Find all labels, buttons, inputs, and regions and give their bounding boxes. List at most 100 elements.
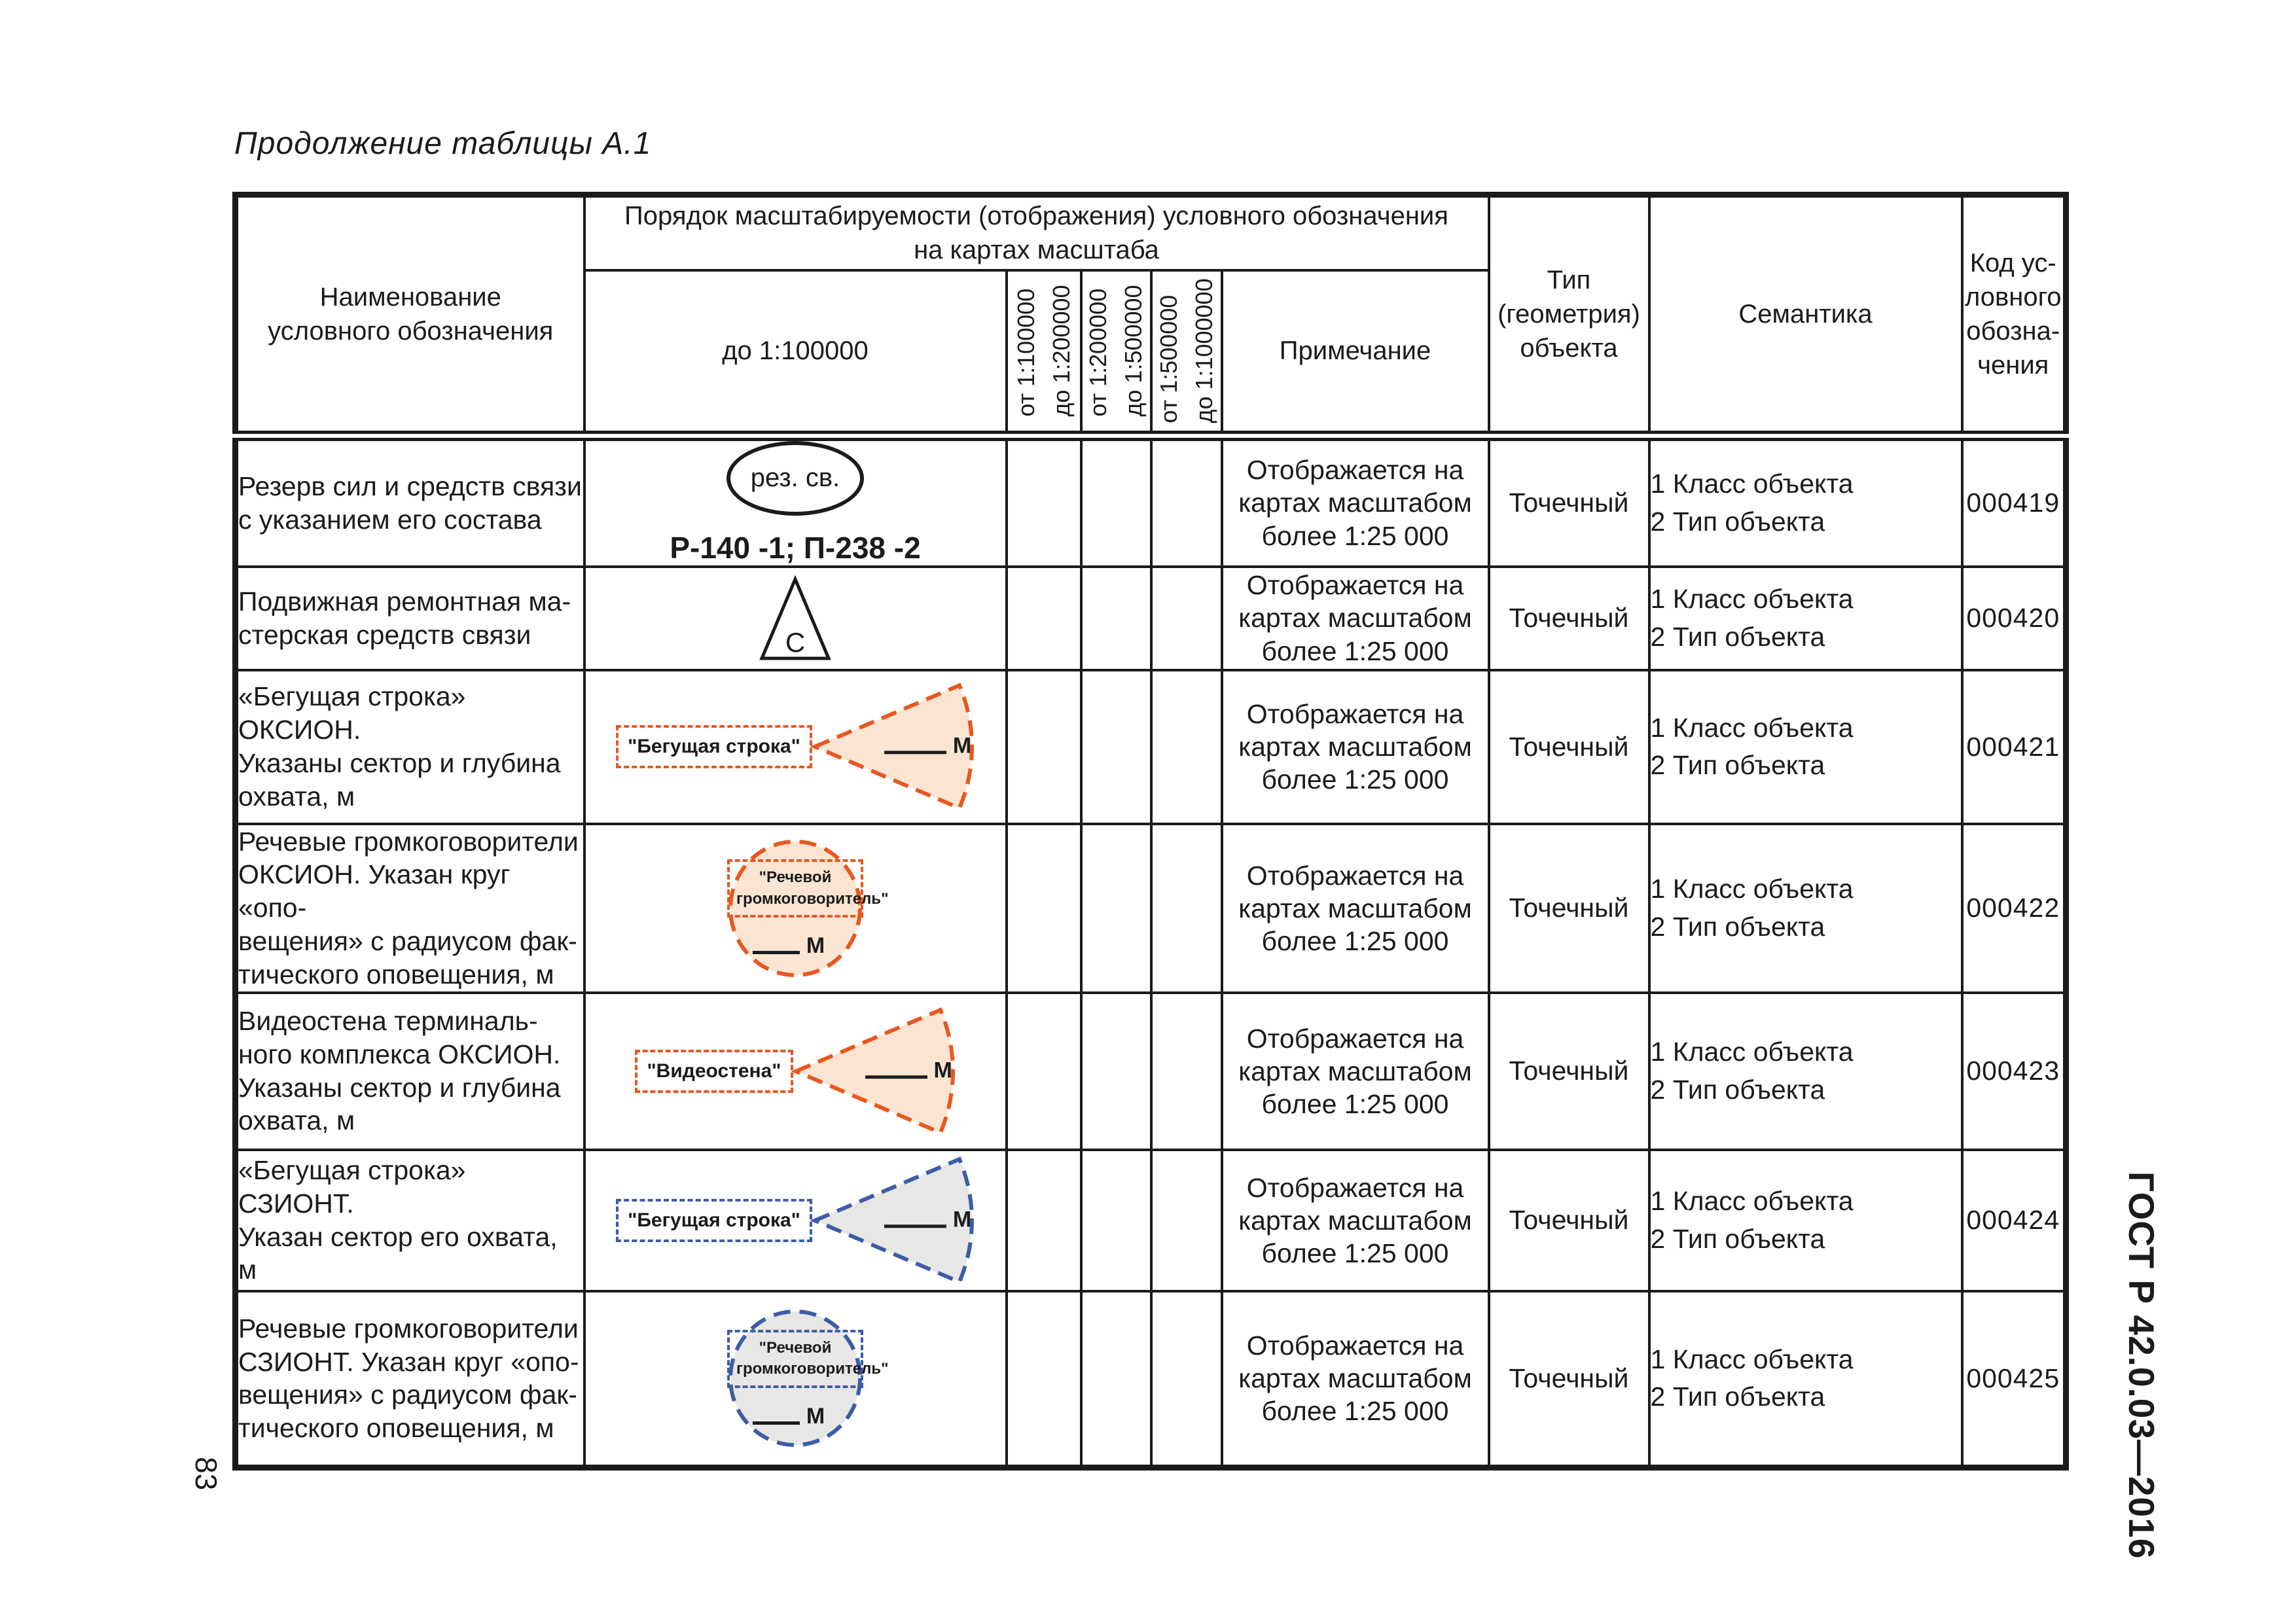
row-semantics: 1 Класс объекта 2 Тип объекта — [1647, 565, 1964, 671]
rotated-scale-label: от 1:500000 до 1:1000000 — [1155, 278, 1217, 423]
row-name: Речевые громкоговорители ОКСИОН. Указан … — [234, 822, 586, 994]
coverage-sector: М — [810, 1155, 975, 1286]
col-header-type: Тип (геометрия) объекта — [1487, 193, 1651, 441]
scale-cell-empty — [1005, 1148, 1083, 1293]
sector-icon — [791, 1007, 955, 1135]
triangle-icon — [759, 575, 831, 660]
table-row: Видеостена терминаль- ного комплекса ОКС… — [234, 991, 2068, 1151]
standard-designation: ГОСТ Р 42.0.03—2016 — [2121, 1171, 2162, 1560]
running-line-oksion-symbol: "Бегущая строка" М — [587, 681, 1004, 812]
row-name: Речевые громкоговорители СЗИОНТ. Указан … — [234, 1289, 586, 1469]
symbol-tag-label: "Речевой громкоговоритель" — [727, 859, 888, 918]
row-symbol-cell: "Видеостена" М — [583, 991, 1008, 1151]
ellipse-label: рез. св. — [750, 463, 840, 492]
scale-cell-empty — [1079, 991, 1153, 1151]
row-type: Точечный — [1487, 822, 1651, 994]
table-row: Резерв сил и средств связи с указанием е… — [234, 434, 2068, 568]
triangle-letter: С — [785, 626, 806, 658]
loudspeaker-sziont-symbol: "Речевой громкоговоритель" М — [727, 1308, 888, 1448]
col-header-scale-upto: до 1:100000 — [583, 268, 1008, 441]
row-code: 000421 — [1960, 668, 2068, 825]
row-name: Резерв сил и средств связи с указанием е… — [234, 434, 586, 568]
scale-cell-empty — [1005, 991, 1083, 1151]
scale-cell-empty — [1005, 565, 1083, 671]
row-type: Точечный — [1487, 565, 1651, 671]
sector-icon — [810, 1156, 974, 1285]
table-row: «Бегущая строка» СЗИОНТ. Указан сектор е… — [234, 1148, 2068, 1293]
row-name: «Бегущая строка» СЗИОНТ. Указан сектор е… — [234, 1148, 586, 1293]
row-semantics: 1 Класс объекта 2 Тип объекта — [1647, 434, 1964, 568]
row-note: Отображается на картах масштабом более 1… — [1220, 822, 1490, 994]
symbol-tag-label: "Бегущая строка" — [616, 725, 812, 768]
row-name: «Бегущая строка» ОКСИОН. Указаны сектор … — [234, 668, 586, 825]
row-code: 000423 — [1960, 991, 2068, 1151]
col-header-scale-range-1: от 1:100000 до 1:200000 — [1005, 268, 1083, 441]
row-symbol-cell: "Бегущая строка" М — [583, 1148, 1008, 1293]
row-code: 000422 — [1960, 822, 2068, 994]
row-type: Точечный — [1487, 991, 1651, 1151]
depth-unit: М — [952, 1206, 972, 1232]
symbol-tag-label: "Бегущая строка" — [616, 1198, 812, 1242]
table-row: Речевые громкоговорители СЗИОНТ. Указан … — [234, 1289, 2068, 1469]
col-header-note: Примечание — [1220, 268, 1490, 441]
depth-unit: М — [952, 733, 972, 758]
table-row: Подвижная ремонтная ма- стерская средств… — [234, 565, 2068, 671]
page-number: 83 — [189, 1457, 223, 1491]
videowall-symbol: "Видеостена" М — [587, 1006, 1004, 1137]
symbol-tag-label: "Видеостена" — [635, 1049, 793, 1093]
coverage-sector: М — [791, 1006, 956, 1137]
scale-cell-empty — [1079, 434, 1153, 568]
scale-cell-empty — [1149, 991, 1223, 1151]
depth-annotation: М — [884, 734, 971, 757]
reserve-comm-symbol: рез. св. Р-140 -1; П-238 -2 — [587, 440, 1004, 565]
symbol-tag-label: "Речевой громкоговоритель" — [727, 1330, 888, 1388]
ellipse-outline: рез. св. — [726, 440, 864, 516]
depth-annotation: М — [752, 1403, 825, 1429]
sector-icon — [810, 683, 974, 811]
scale-cell-empty — [1005, 1289, 1083, 1469]
depth-blank-line — [884, 1224, 946, 1228]
row-symbol-cell: "Речевой громкоговоритель" М — [583, 1289, 1008, 1469]
row-symbol-cell: "Речевой громкоговоритель" М — [583, 822, 1008, 994]
col-header-name: Наименование условного обозначения — [234, 193, 586, 441]
scale-cell-empty — [1005, 668, 1083, 825]
scale-cell-empty — [1149, 565, 1223, 671]
symbols-table: Наименование условного обозначения Поряд… — [232, 192, 2069, 1471]
row-semantics: 1 Класс объекта 2 Тип объекта — [1647, 1289, 1964, 1469]
row-note: Отображается на картах масштабом более 1… — [1220, 1148, 1490, 1293]
loudspeaker-oksion-symbol: "Речевой громкоговоритель" М — [727, 838, 888, 978]
row-type: Точечный — [1487, 434, 1651, 568]
symbol-caption: Р-140 -1; П-238 -2 — [670, 530, 921, 565]
scale-cell-empty — [1079, 822, 1153, 994]
coverage-sector: М — [810, 681, 975, 812]
row-note: Отображается на картах масштабом более 1… — [1220, 668, 1490, 825]
row-semantics: 1 Класс объекта 2 Тип объекта — [1647, 1148, 1964, 1293]
row-type: Точечный — [1487, 1148, 1651, 1293]
col-header-code: Код ус- ловного обозна- чения — [1960, 193, 2068, 441]
scale-cell-empty — [1149, 1289, 1223, 1469]
depth-blank-line — [865, 1075, 927, 1079]
col-header-scale-range-2: от 1:200000 до 1:500000 — [1079, 268, 1153, 441]
scale-cell-empty — [1005, 434, 1083, 568]
row-note: Отображается на картах масштабом более 1… — [1220, 1289, 1490, 1469]
row-name: Видеостена терминаль- ного комплекса ОКС… — [234, 991, 586, 1151]
row-semantics: 1 Класс объекта 2 Тип объекта — [1647, 991, 1964, 1151]
scale-cell-empty — [1149, 434, 1223, 568]
header-row-top: Наименование условного обозначения Поряд… — [234, 193, 2068, 441]
depth-blank-line — [752, 1421, 800, 1425]
scale-cell-empty — [1079, 1148, 1153, 1293]
col-header-scale-range-3: от 1:500000 до 1:1000000 — [1149, 268, 1223, 441]
depth-unit: М — [806, 1403, 825, 1429]
depth-blank-line — [884, 751, 946, 755]
row-type: Точечный — [1487, 1289, 1651, 1469]
col-header-scale-group: Порядок масштабируемости (отображения) у… — [583, 193, 1490, 272]
repair-workshop-symbol: С — [757, 575, 833, 662]
row-code: 000419 — [1960, 434, 2068, 568]
depth-annotation: М — [752, 935, 825, 957]
scale-cell-empty — [1079, 1289, 1153, 1469]
row-code: 000425 — [1960, 1289, 2068, 1469]
depth-unit: М — [933, 1057, 952, 1082]
depth-blank-line — [752, 950, 800, 954]
row-code: 000424 — [1960, 1148, 2068, 1293]
